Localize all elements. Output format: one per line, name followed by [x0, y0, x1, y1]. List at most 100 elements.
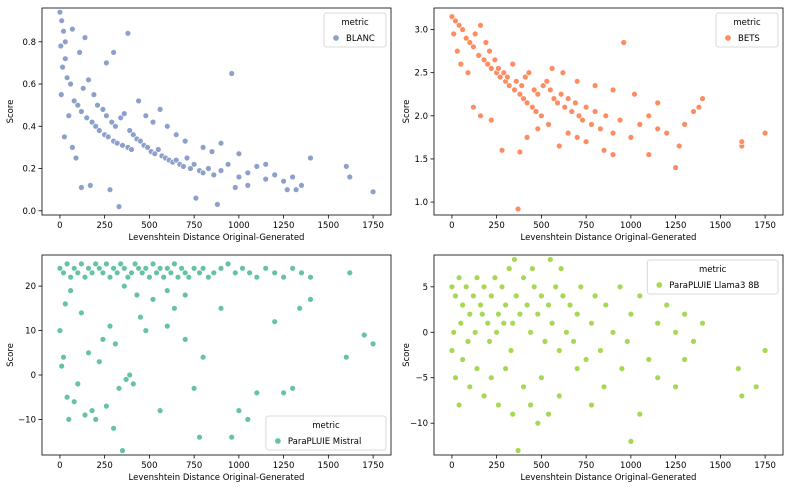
data-point: [153, 269, 160, 276]
plot-frame: [433, 7, 784, 216]
data-point: [183, 154, 191, 162]
data-point: [520, 383, 527, 390]
x-tick-label: 1500: [318, 461, 340, 471]
data-point: [244, 182, 252, 189]
data-point: [454, 47, 461, 55]
data-point: [85, 265, 92, 272]
data-point: [190, 385, 198, 392]
data-point: [137, 314, 144, 321]
data-point: [600, 383, 608, 390]
data-point: [210, 269, 218, 276]
data-point: [480, 283, 488, 290]
data-point: [85, 349, 92, 356]
legend-title: metric: [312, 421, 340, 431]
data-point: [262, 175, 269, 183]
data-point: [495, 310, 502, 318]
data-point: [518, 82, 525, 89]
data-point: [57, 42, 64, 50]
data-point: [484, 320, 491, 327]
data-point: [516, 310, 524, 318]
data-point: [62, 38, 69, 45]
data-point: [484, 60, 491, 68]
data-point: [477, 112, 484, 120]
data-point: [199, 169, 207, 177]
data-point: [124, 274, 132, 281]
x-tick-label: 1500: [710, 221, 732, 231]
x-tick-label: 1000: [620, 461, 642, 471]
data-point: [60, 354, 67, 361]
data-point: [149, 260, 157, 268]
data-point: [164, 265, 171, 272]
data-point: [600, 147, 608, 154]
data-point: [292, 186, 300, 193]
data-point: [103, 402, 110, 410]
y-tick-label: 0.4: [22, 122, 36, 132]
data-point: [262, 265, 269, 272]
data-point: [110, 265, 117, 272]
data-point: [534, 420, 541, 427]
x-axis-label: Levenshtein Distance Original-Generated: [521, 473, 697, 483]
data-point: [167, 269, 175, 276]
chart-panel-top-left: 0 250 500 750 1000 1250 1500 1750 0.0 0.2 0.4 0.6 0.…: [6, 7, 392, 243]
data-point: [582, 138, 590, 145]
data-point: [502, 301, 509, 309]
data-point: [369, 188, 377, 196]
data-point: [498, 147, 506, 154]
data-point: [645, 112, 652, 120]
data-point: [509, 60, 516, 68]
data-point: [514, 447, 522, 454]
data-point: [346, 173, 353, 181]
y-tick-label: 0.0: [22, 207, 36, 217]
data-point: [482, 39, 490, 46]
data-points: [56, 260, 377, 454]
data-point: [280, 178, 287, 185]
data-point: [472, 329, 479, 336]
data-point: [464, 338, 472, 345]
data-point: [244, 416, 252, 423]
data-point: [133, 291, 141, 299]
data-point: [58, 17, 65, 24]
data-point: [235, 150, 243, 157]
data-point: [185, 274, 193, 281]
data-point: [588, 121, 595, 128]
data-point: [78, 309, 85, 316]
data-point: [96, 358, 103, 365]
data-point: [253, 163, 260, 170]
data-point: [135, 97, 142, 105]
data-point: [85, 76, 92, 84]
data-point: [645, 151, 652, 158]
data-point: [205, 165, 212, 172]
data-point: [573, 78, 581, 85]
data-point: [563, 329, 570, 336]
legend-box: [646, 259, 779, 295]
data-point: [464, 69, 472, 76]
data-point: [126, 127, 133, 134]
data-point: [76, 49, 83, 56]
x-tick-label: 0: [57, 461, 62, 471]
data-point: [149, 296, 157, 303]
x-axis-label: Levenshtein Distance Original-Generated: [129, 473, 305, 483]
data-point: [450, 329, 457, 336]
data-point: [115, 385, 123, 392]
data-point: [486, 47, 493, 55]
data-point: [513, 292, 520, 300]
data-point: [654, 374, 661, 381]
x-tick-label: 250: [97, 461, 113, 471]
data-point: [548, 65, 556, 72]
data-point: [470, 103, 477, 111]
y-tick-label: 1.5: [414, 155, 428, 165]
data-point: [199, 265, 207, 272]
data-point: [173, 156, 180, 164]
data-point: [142, 112, 150, 119]
data-point: [695, 103, 703, 111]
data-point: [74, 380, 82, 388]
data-point: [253, 389, 260, 396]
x-tick-label: 1750: [754, 221, 776, 231]
data-point: [620, 39, 627, 46]
data-point: [343, 163, 350, 170]
data-point: [529, 103, 536, 111]
data-point: [56, 327, 64, 334]
data-point: [543, 78, 550, 85]
data-point: [675, 142, 683, 150]
x-tick-label: 0: [449, 461, 454, 471]
